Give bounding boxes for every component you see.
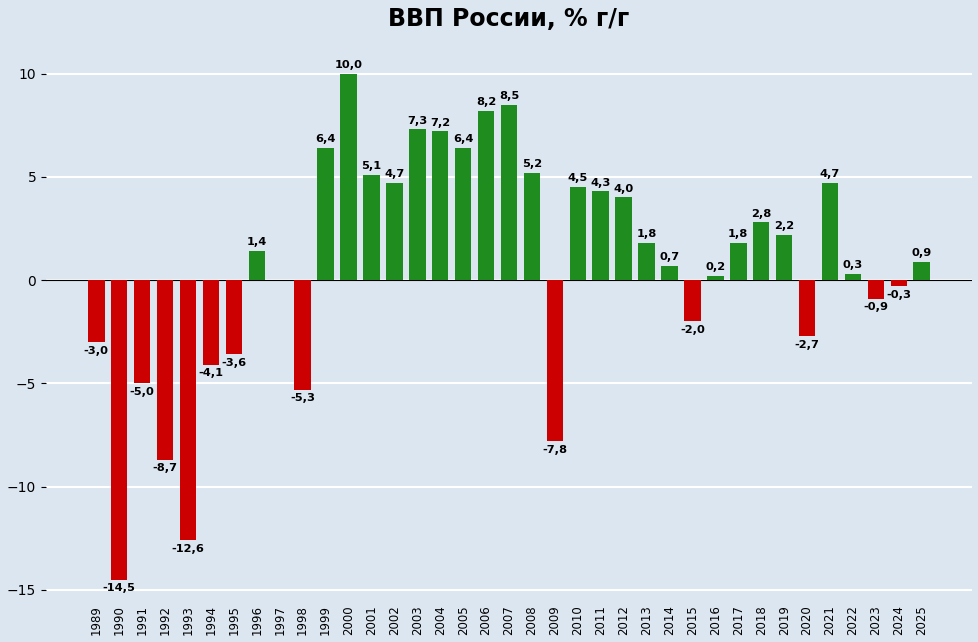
Bar: [156, 280, 173, 460]
Text: 0,3: 0,3: [842, 260, 863, 270]
Text: 7,3: 7,3: [407, 116, 427, 126]
Bar: [684, 280, 700, 322]
Text: 7,2: 7,2: [429, 117, 450, 128]
Text: -14,5: -14,5: [103, 584, 136, 593]
Text: 2,8: 2,8: [750, 209, 771, 218]
Text: 0,2: 0,2: [704, 262, 725, 272]
Bar: [523, 173, 540, 280]
Text: -2,0: -2,0: [680, 325, 704, 335]
Bar: [455, 148, 470, 280]
Text: 4,7: 4,7: [819, 169, 839, 179]
Text: -8,7: -8,7: [153, 464, 177, 474]
Text: -0,3: -0,3: [885, 290, 911, 300]
Bar: [409, 129, 425, 280]
Bar: [340, 74, 356, 280]
Text: -12,6: -12,6: [171, 544, 204, 554]
Text: -3,0: -3,0: [84, 346, 109, 356]
Bar: [134, 280, 151, 383]
Bar: [592, 191, 608, 280]
Bar: [615, 198, 631, 280]
Bar: [385, 183, 402, 280]
Bar: [248, 251, 265, 280]
Text: 6,4: 6,4: [453, 134, 472, 144]
Bar: [660, 266, 677, 280]
Bar: [363, 175, 379, 280]
Text: -5,0: -5,0: [129, 387, 155, 397]
Bar: [569, 187, 586, 280]
Bar: [821, 183, 837, 280]
Bar: [202, 280, 219, 365]
Bar: [776, 235, 791, 280]
Text: 1,8: 1,8: [728, 229, 747, 239]
Bar: [867, 280, 883, 299]
Bar: [706, 276, 723, 280]
Bar: [317, 148, 333, 280]
Bar: [912, 261, 929, 280]
Text: 0,9: 0,9: [911, 248, 931, 258]
Text: 5,2: 5,2: [521, 159, 542, 169]
Bar: [111, 280, 127, 580]
Text: 4,3: 4,3: [590, 178, 610, 187]
Bar: [730, 243, 746, 280]
Text: 1,4: 1,4: [246, 238, 267, 247]
Text: -3,6: -3,6: [221, 358, 246, 368]
Bar: [798, 280, 815, 336]
Bar: [752, 222, 769, 280]
Text: 0,7: 0,7: [659, 252, 679, 262]
Bar: [431, 132, 448, 280]
Text: -0,9: -0,9: [863, 302, 887, 313]
Bar: [180, 280, 196, 541]
Bar: [638, 243, 654, 280]
Text: 4,0: 4,0: [613, 184, 633, 194]
Bar: [294, 280, 311, 390]
Text: 6,4: 6,4: [315, 134, 335, 144]
Text: 4,5: 4,5: [567, 173, 588, 184]
Text: 10,0: 10,0: [334, 60, 362, 70]
Text: -5,3: -5,3: [289, 394, 315, 403]
Title: ВВП России, % г/г: ВВП России, % г/г: [388, 7, 629, 31]
Text: 5,1: 5,1: [361, 161, 381, 171]
Text: -7,8: -7,8: [542, 445, 567, 455]
Bar: [477, 111, 494, 280]
Text: 2,2: 2,2: [774, 221, 793, 231]
Text: -4,1: -4,1: [199, 369, 223, 379]
Bar: [546, 280, 562, 441]
Bar: [500, 105, 516, 280]
Bar: [844, 274, 861, 280]
Bar: [225, 280, 242, 354]
Bar: [88, 280, 105, 342]
Text: -2,7: -2,7: [794, 340, 819, 350]
Bar: [890, 280, 906, 286]
Text: 4,7: 4,7: [383, 169, 404, 179]
Text: 1,8: 1,8: [636, 229, 656, 239]
Text: 8,5: 8,5: [499, 91, 518, 101]
Text: 8,2: 8,2: [475, 97, 496, 107]
